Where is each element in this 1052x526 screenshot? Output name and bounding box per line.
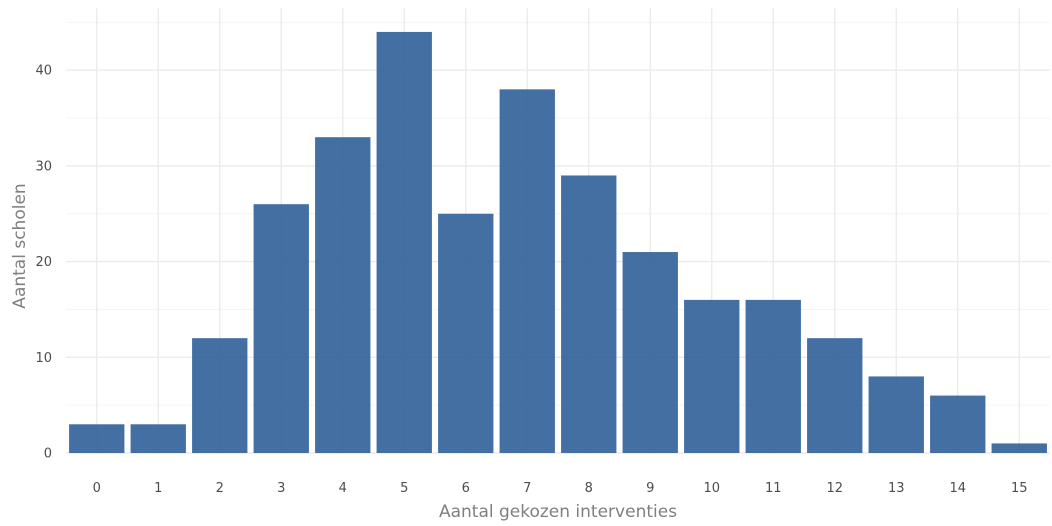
y-tick-label: 10 (35, 351, 52, 366)
bar-6 (438, 213, 494, 453)
x-tick-label: 0 (93, 481, 101, 496)
x-tick-label: 15 (1011, 481, 1028, 496)
x-tick-label: 14 (949, 481, 966, 496)
x-tick-label: 9 (646, 481, 654, 496)
y-tick-labels: 0 10 20 30 40 (35, 64, 52, 462)
y-tick-label: 0 (44, 447, 52, 462)
y-tick-label: 30 (35, 159, 52, 174)
x-tick-label: 6 (462, 481, 470, 496)
bar-3 (253, 204, 309, 453)
bar-8 (561, 175, 617, 453)
bar-9 (622, 252, 678, 453)
x-tick-label: 12 (826, 481, 843, 496)
x-tick-label: 7 (523, 481, 531, 496)
bar-5 (376, 31, 432, 453)
bars (69, 31, 1047, 453)
x-tick-labels: 0 1 2 3 4 5 6 7 8 9 10 11 12 13 14 15 (93, 481, 1028, 496)
x-tick-label: 13 (888, 481, 905, 496)
y-tick-label: 20 (35, 255, 52, 270)
bar-14 (930, 395, 986, 453)
bar-12 (807, 338, 863, 453)
x-tick-label: 10 (703, 481, 720, 496)
bar-11 (745, 299, 801, 453)
bar-7 (499, 89, 555, 453)
bar-0 (69, 424, 125, 453)
x-tick-label: 11 (765, 481, 782, 496)
bar-1 (130, 424, 186, 453)
x-tick-label: 1 (154, 481, 162, 496)
x-tick-label: 4 (339, 481, 347, 496)
bar-2 (192, 338, 248, 453)
bar-4 (315, 137, 371, 453)
y-tick-label: 40 (35, 64, 52, 79)
bar-10 (684, 299, 740, 453)
x-tick-label: 5 (400, 481, 408, 496)
x-axis-title: Aantal gekozen interventies (439, 502, 677, 522)
x-tick-label: 3 (277, 481, 285, 496)
bar-13 (868, 376, 924, 453)
x-tick-label: 2 (216, 481, 224, 496)
x-tick-label: 8 (585, 481, 593, 496)
bar-15 (991, 443, 1047, 453)
y-axis-title: Aantal scholen (10, 183, 30, 308)
